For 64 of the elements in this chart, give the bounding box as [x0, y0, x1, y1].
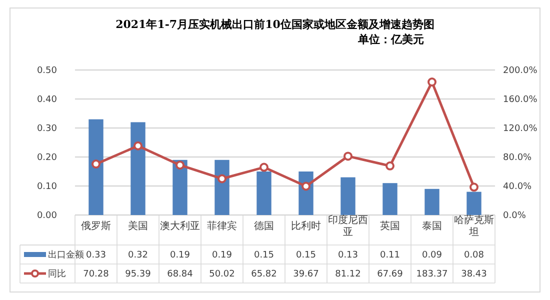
x-tick-label: 泰国 [422, 221, 442, 232]
data-label: 0.32 [128, 250, 148, 261]
y-tick-label: 0.40 [36, 95, 58, 106]
point [176, 160, 184, 170]
data-label: 0.13 [338, 250, 358, 261]
chart-title: 2021年1-7月压实机械出口前10位国家或地区金额及增速趋势图 [116, 18, 434, 31]
x-tick-label: 美国 [128, 220, 148, 232]
data-label: 0.33 [86, 250, 106, 261]
data-label: 39.67 [293, 270, 319, 280]
y-tick-label: 0.20 [36, 153, 58, 164]
x-tick-label: 俄罗斯 [81, 220, 111, 232]
x-tick-label: 菲律宾 [207, 220, 237, 232]
bar [88, 119, 104, 215]
data-label: 0.19 [170, 250, 190, 261]
data-label: 0.19 [212, 250, 232, 261]
point [134, 141, 142, 150]
bar [424, 188, 440, 215]
y2-tick-label: 120.0% [503, 124, 538, 134]
legend-label: 同比 [48, 268, 66, 280]
bar [214, 160, 230, 215]
data-label: 0.11 [380, 250, 400, 261]
data-label: 70.28 [83, 270, 110, 280]
y2-tick-label: 160.0% [503, 95, 538, 106]
y2-tick-label: 40.0% [503, 182, 532, 192]
y-tick-label: 0.30 [36, 124, 58, 134]
x-tick-label: 比利时 [291, 220, 321, 232]
point [302, 182, 310, 191]
data-label: 0.09 [422, 250, 442, 261]
bar [466, 192, 482, 215]
y-tick-label: 0.10 [36, 182, 58, 192]
data-label: 0.15 [254, 250, 274, 261]
chart-subtitle: 单位：亿美元 [357, 33, 424, 46]
data-label: 0.08 [464, 250, 484, 261]
point [218, 174, 226, 184]
point [260, 162, 268, 172]
bar [256, 172, 272, 215]
point [92, 160, 100, 169]
data-label: 38.43 [461, 270, 487, 280]
y-tick-label: 0.50 [36, 66, 58, 76]
bar [340, 177, 356, 215]
y2-tick-label: 200.0% [503, 66, 538, 76]
bar [382, 183, 398, 215]
point [428, 78, 436, 87]
data-label: 68.84 [167, 270, 194, 280]
x-tick-label: 英国 [380, 220, 400, 232]
data-label: 183.37 [416, 270, 448, 280]
x-tick-label: 印度尼西亚 [328, 214, 368, 238]
data-label: 67.69 [377, 270, 404, 280]
point [344, 152, 352, 161]
data-label: 95.39 [125, 270, 152, 280]
point [470, 182, 478, 192]
x-tick-label: 德国 [254, 221, 274, 232]
legend-label: 出口金额 [48, 250, 84, 261]
x-tick-label: 哈萨克斯坦 [454, 214, 494, 238]
y2-tick-label: 80.0% [503, 153, 532, 164]
data-label: 81.12 [335, 270, 361, 280]
data-label: 50.02 [209, 270, 235, 280]
data-label: 0.15 [296, 250, 316, 261]
point [386, 161, 394, 170]
y2-tick-label: 0.0% [503, 211, 526, 222]
y-tick-label: 0.00 [36, 211, 58, 222]
bar [130, 122, 146, 215]
x-tick-label: 澳大利亚 [160, 220, 200, 232]
data-label: 65.82 [251, 270, 277, 280]
